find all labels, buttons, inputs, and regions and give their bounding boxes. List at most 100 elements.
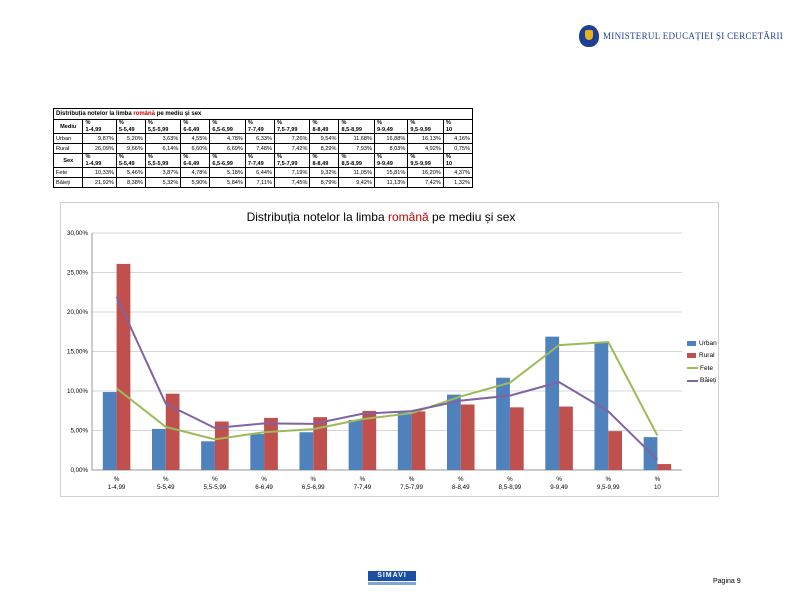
table-section-label: Sex — [52, 153, 84, 168]
table-cell: 4,37% — [442, 167, 474, 178]
x-tick-label: % — [605, 476, 611, 483]
table-cell: 8,38% — [115, 177, 146, 188]
table-cell: 15,81% — [373, 167, 409, 178]
table-cell: 9,42% — [338, 177, 375, 188]
bar-urban — [201, 441, 215, 470]
y-tick-label: 25,00% — [67, 270, 88, 277]
y-tick-label: 20,00% — [67, 309, 88, 316]
table-cell: 7,42% — [407, 177, 444, 188]
table-column-header: % 9,5-9,99 — [407, 119, 444, 134]
table-cell: 6,33% — [244, 133, 275, 144]
x-tick-label: 1-4,99 — [108, 484, 126, 491]
ministry-name: MINISTERUL EDUCAȚIEI ȘI CERCETĂRII — [603, 31, 784, 41]
x-tick-label: % — [507, 476, 513, 483]
legend-label: Urban — [699, 339, 717, 347]
x-tick-label: 7,5-7,99 — [400, 484, 423, 491]
bar-rural — [313, 417, 328, 470]
table-cell: 16,88% — [373, 133, 409, 144]
y-tick-label: 10,00% — [67, 388, 88, 395]
table-row-label: Urban — [52, 133, 84, 144]
table-cell: 6,60% — [180, 143, 211, 154]
bar-urban — [496, 377, 510, 470]
x-tick-label: 8-8,49 — [452, 484, 470, 491]
table-cell: 7,42% — [273, 143, 311, 154]
table-cell: 10,33% — [82, 167, 117, 178]
page-number: Pagina 9 — [713, 578, 741, 585]
table-column-header: % 10 — [442, 119, 474, 134]
ministry-logo: MINISTERUL EDUCAȚIEI ȘI CERCETĂRII — [579, 25, 783, 47]
table-title: Distribuția notelor la limba română pe m… — [53, 108, 473, 120]
x-tick-label: 5,5-5,99 — [204, 484, 227, 491]
data-table: Distribuția notelor la limba română pe m… — [52, 108, 474, 188]
table-column-header: % 7,5-7,99 — [273, 153, 311, 168]
table-column-header: % 1-4,99 — [82, 119, 117, 134]
coat-of-arms-icon — [579, 25, 599, 47]
legend-item: Băieți — [687, 375, 717, 388]
bar-rural — [657, 464, 672, 470]
table-cell: 6,14% — [144, 143, 182, 154]
bar-urban — [250, 434, 265, 470]
table-row-label: Fete — [52, 167, 84, 178]
table-row: Urban 9,87% 5,20% 3,63% 4,55% 4,78% 6,33% 7,26%… — [52, 133, 474, 144]
table-column-header: % 5-5,49 — [115, 153, 146, 168]
bar-rural — [608, 431, 623, 470]
table-cell: 8,03% — [373, 143, 409, 154]
table-cell: 6,69% — [209, 143, 246, 154]
table-column-header: % 5-5,49 — [115, 119, 146, 134]
table-cell: 4,78% — [209, 133, 246, 144]
legend-swatch — [687, 353, 696, 359]
legend-label: Băieți — [700, 377, 717, 385]
table-column-header: % 9-9,49 — [373, 153, 409, 168]
legend-label: Rural — [699, 352, 715, 360]
table-column-header: % 5,5-5,99 — [144, 153, 182, 168]
x-tick-label: % — [458, 476, 464, 483]
table-cell: 8,79% — [309, 177, 340, 188]
table-row: Băieți 21,92% 8,38% 5,32% 5,90% 5,84% 7,11% 7,4… — [52, 177, 474, 188]
x-tick-label: 9-9,49 — [550, 484, 568, 491]
y-tick-label: 30,00% — [67, 230, 88, 237]
legend-label: Fete — [700, 364, 714, 372]
x-tick-label: 7-7,49 — [354, 484, 372, 491]
table-column-header: % 9-9,49 — [373, 119, 409, 134]
table-section-label: Mediu — [52, 119, 84, 134]
x-tick-label: 10 — [654, 484, 661, 491]
table-column-header: % 6-6,49 — [180, 119, 211, 134]
bar-rural — [509, 407, 524, 470]
table-column-header: % 8,5-8,99 — [338, 119, 375, 134]
table-cell: 16,20% — [407, 167, 444, 178]
y-tick-label: 0,00% — [70, 467, 88, 474]
x-tick-label: 5-5,49 — [157, 484, 175, 491]
bar-urban — [151, 428, 166, 470]
chart-svg: 0,00% 5,00% 10,00% 15,00% 20,00% 25,00% 30,00%… — [67, 230, 682, 491]
table-cell: 9,66% — [115, 143, 146, 154]
table-column-header: % 8-8,49 — [309, 119, 340, 134]
chart-area: Distribuția notelor la limba română pe m… — [60, 202, 719, 497]
table-column-header: % 7-7,49 — [244, 119, 275, 134]
y-tick-label: 5,00% — [70, 428, 88, 435]
table-cell: 9,54% — [309, 133, 340, 144]
y-tick-label: 15,00% — [67, 349, 88, 356]
chart-legend: Urban Rural Fete Băieți — [687, 337, 717, 387]
table-column-header: % 9,5-9,99 — [407, 153, 444, 168]
table-cell: 5,20% — [115, 133, 146, 144]
table-cell: 11,05% — [338, 167, 375, 178]
x-tick-label: % — [212, 476, 218, 483]
bar-rural — [214, 421, 229, 470]
x-tick-label: % — [310, 476, 316, 483]
table-cell: 4,16% — [442, 133, 474, 144]
x-tick-label: % — [409, 476, 415, 483]
chart-title: Distribuția notelor la limba română pe m… — [246, 210, 516, 224]
bar-rural — [264, 417, 278, 470]
table-cell: 7,19% — [273, 167, 311, 178]
table-cell: 0,75% — [442, 143, 474, 154]
table-cell: 1,32% — [442, 177, 474, 188]
line-series — [115, 296, 659, 461]
x-tick-label: % — [360, 476, 366, 483]
table-cell: 16,13% — [407, 133, 444, 144]
legend-item: Rural — [687, 350, 717, 363]
bar-urban — [545, 336, 560, 470]
table-column-header: % 5,5-5,99 — [144, 119, 182, 134]
table-cell: 7,93% — [338, 143, 375, 154]
table-column-header: % 6,5-6,99 — [209, 153, 246, 168]
table-cell: 5,90% — [180, 177, 211, 188]
